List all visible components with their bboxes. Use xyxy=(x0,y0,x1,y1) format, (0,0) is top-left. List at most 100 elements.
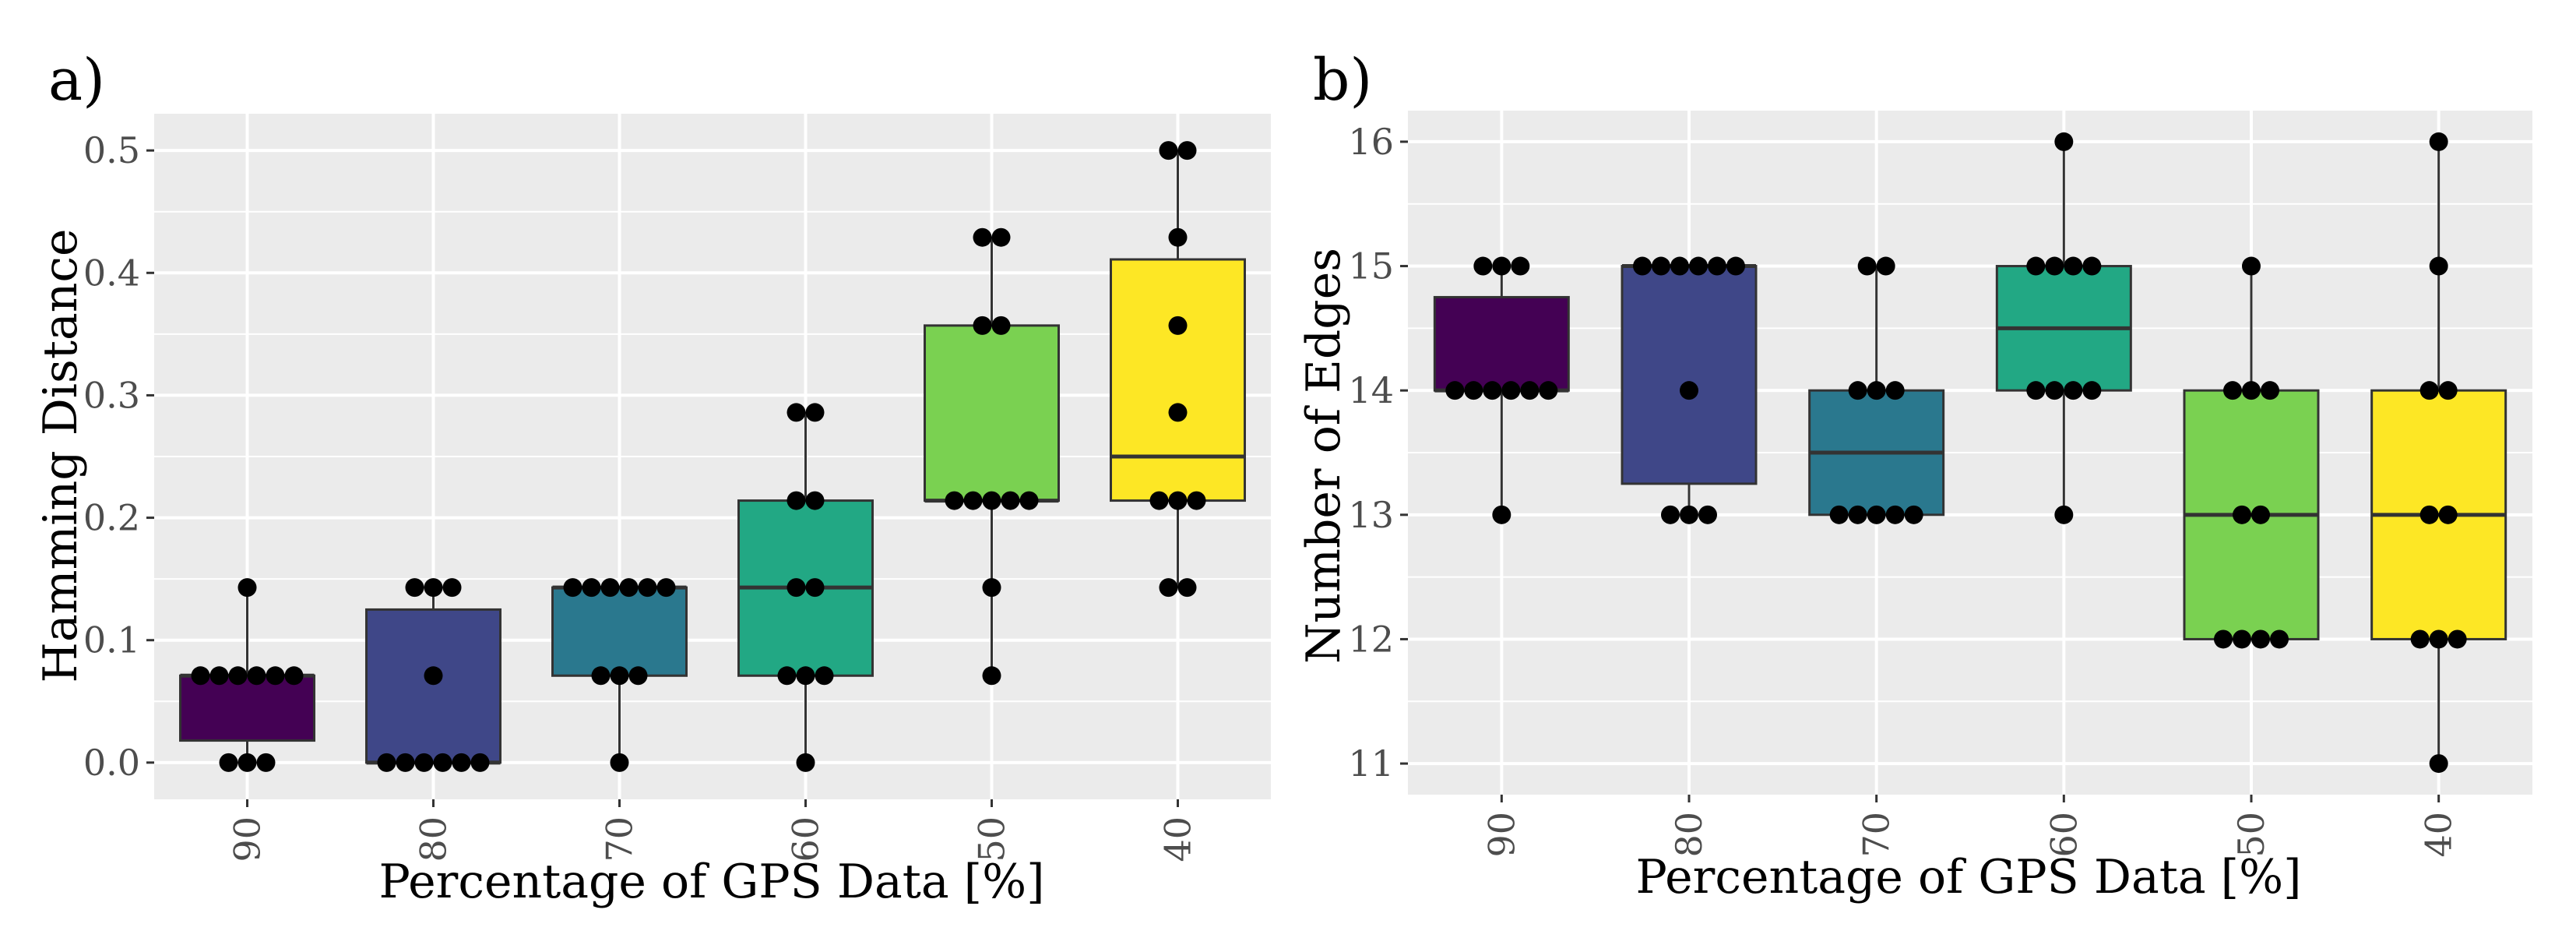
panel-b-data-point xyxy=(2233,629,2251,649)
panel-b-data-point xyxy=(1501,381,1521,400)
panel-a-data-point xyxy=(238,753,257,772)
panel-b-data-point xyxy=(2064,256,2083,276)
panel-a-data-point xyxy=(442,578,462,598)
panel-b-data-point xyxy=(1445,381,1465,400)
panel-a-points-50 xyxy=(945,227,1039,686)
panel-a-data-point xyxy=(973,227,992,247)
panel-a-y-tick-label: 0.4 xyxy=(83,252,140,294)
panel-b-box-body xyxy=(1621,265,1758,485)
panel-a-data-point xyxy=(945,491,964,510)
panel-a-points-90 xyxy=(191,578,304,772)
panel-b-data-point xyxy=(2419,381,2439,400)
panel-a-x-tick-label: 90 xyxy=(227,816,269,862)
panel-b-data-point xyxy=(1726,256,1745,276)
panel-a-x-tick-label: 60 xyxy=(785,816,827,862)
panel-b-x-tick-label: 40 xyxy=(2418,812,2460,858)
panel-a-data-point xyxy=(1001,491,1020,510)
panel-a-data-point xyxy=(805,403,825,422)
panel-a-data-point xyxy=(787,403,806,422)
panel-a-data-point xyxy=(777,666,797,686)
panel-b-data-point xyxy=(1904,505,1923,524)
panel-b-points-80 xyxy=(1633,256,1745,524)
panel-b-box-70 xyxy=(1808,266,1945,517)
panel-b-data-point xyxy=(2429,754,2448,774)
panel-b-data-point xyxy=(2026,381,2046,400)
panel-a-plot-area xyxy=(154,114,1271,799)
panel-b-data-point xyxy=(2082,256,2102,276)
panel-a-data-point xyxy=(1168,403,1188,422)
panel-b-data-point xyxy=(2214,629,2233,649)
panel-a-data-point xyxy=(991,227,1011,247)
panel-a-data-point xyxy=(284,666,304,686)
panel-a-data-point xyxy=(1168,491,1188,510)
panel-a-box-body xyxy=(551,586,688,677)
panel-a-data-point xyxy=(610,666,629,686)
panel-b-data-point xyxy=(2251,629,2270,649)
panel-a-data-point xyxy=(1168,316,1188,335)
panel-b-data-point xyxy=(1680,505,1698,524)
panel-b-data-point xyxy=(2026,256,2046,276)
panel-b-data-point xyxy=(1652,256,1670,276)
panel-a-data-point xyxy=(600,578,620,598)
panel-a-data-point xyxy=(228,666,248,686)
panel-b-data-point xyxy=(1680,381,1698,400)
panel-b-y-tick-label: 12 xyxy=(1348,618,1394,660)
panel-a-y-tick-label: 0.2 xyxy=(83,497,140,539)
panel-b-data-point xyxy=(2448,629,2467,649)
panel-b-label: b) xyxy=(1313,47,1372,114)
panel-a-data-point xyxy=(209,666,229,686)
panel-b-data-point xyxy=(1511,256,1530,276)
panel-a-data-point xyxy=(991,316,1011,335)
panel-b-data-point xyxy=(1492,256,1511,276)
panel-b-data-point xyxy=(2242,256,2261,276)
panel-b-y-tick-label: 11 xyxy=(1348,742,1394,785)
panel-a-data-point xyxy=(805,578,825,598)
panel-b-data-point xyxy=(1698,505,1717,524)
panel-b-data-point xyxy=(2082,381,2102,400)
panel-b-data-point xyxy=(1848,381,1867,400)
panel-a-data-point xyxy=(591,666,611,686)
panel-a-label: a) xyxy=(48,47,105,114)
panel-a-box-70 xyxy=(551,585,688,763)
panel-b-y-tick-label: 13 xyxy=(1348,494,1394,536)
panel-b-data-point xyxy=(1661,505,1680,524)
panel-a-points-60 xyxy=(777,403,834,772)
panel-b-data-point xyxy=(1708,256,1726,276)
panel-b-data-point xyxy=(2438,381,2458,400)
panel-a-y-tick-label: 0.5 xyxy=(83,129,140,171)
panel-a-data-point xyxy=(414,753,434,772)
panel-a-x-tick-label: 40 xyxy=(1157,816,1199,862)
panel-b-data-point xyxy=(2045,256,2064,276)
panel-b-data-point xyxy=(2429,132,2448,151)
panel-a-x-axis-label: Percentage of GPS Data [%] xyxy=(378,855,1044,909)
panel-a-x-tick-label: 50 xyxy=(971,816,1013,862)
panel-a-data-point xyxy=(1019,491,1039,510)
panel-b-points-70 xyxy=(1829,256,1923,524)
panel-b-x-tick-label: 70 xyxy=(1856,812,1898,858)
panel-a-data-point xyxy=(787,578,806,598)
panel-a-y-tick-label: 0.0 xyxy=(83,742,140,784)
panel-b-data-point xyxy=(1492,505,1511,524)
panel-b-y-axis-label: Number of Edges xyxy=(1297,248,1351,664)
panel-b-data-point xyxy=(1633,256,1652,276)
panel-a-y-tick-label: 0.3 xyxy=(83,374,140,416)
panel-b-data-point xyxy=(1473,256,1493,276)
panel-b-data-point xyxy=(1483,381,1502,400)
panel-b-data-point xyxy=(2438,505,2458,524)
panel-b-data-point xyxy=(2410,629,2430,649)
panel-a-data-point xyxy=(815,666,834,686)
panel-a-data-point xyxy=(396,753,415,772)
panel-a-y-axis-label: Hamming Distance xyxy=(33,229,88,683)
panel-a-data-point xyxy=(610,753,629,772)
panel-b-data-point xyxy=(1539,381,1558,400)
panel-b-data-point xyxy=(1829,505,1849,524)
panel-a-box-80 xyxy=(365,587,501,765)
panel-b-x-tick-label: 80 xyxy=(1668,812,1710,858)
panel-a-data-point xyxy=(628,666,648,686)
panel-a-box-body xyxy=(365,608,501,764)
panel-a-data-point xyxy=(619,578,639,598)
panel-a-data-point xyxy=(191,666,210,686)
panel-a-data-point xyxy=(470,753,490,772)
panel-a-x-tick-label: 80 xyxy=(413,816,455,862)
